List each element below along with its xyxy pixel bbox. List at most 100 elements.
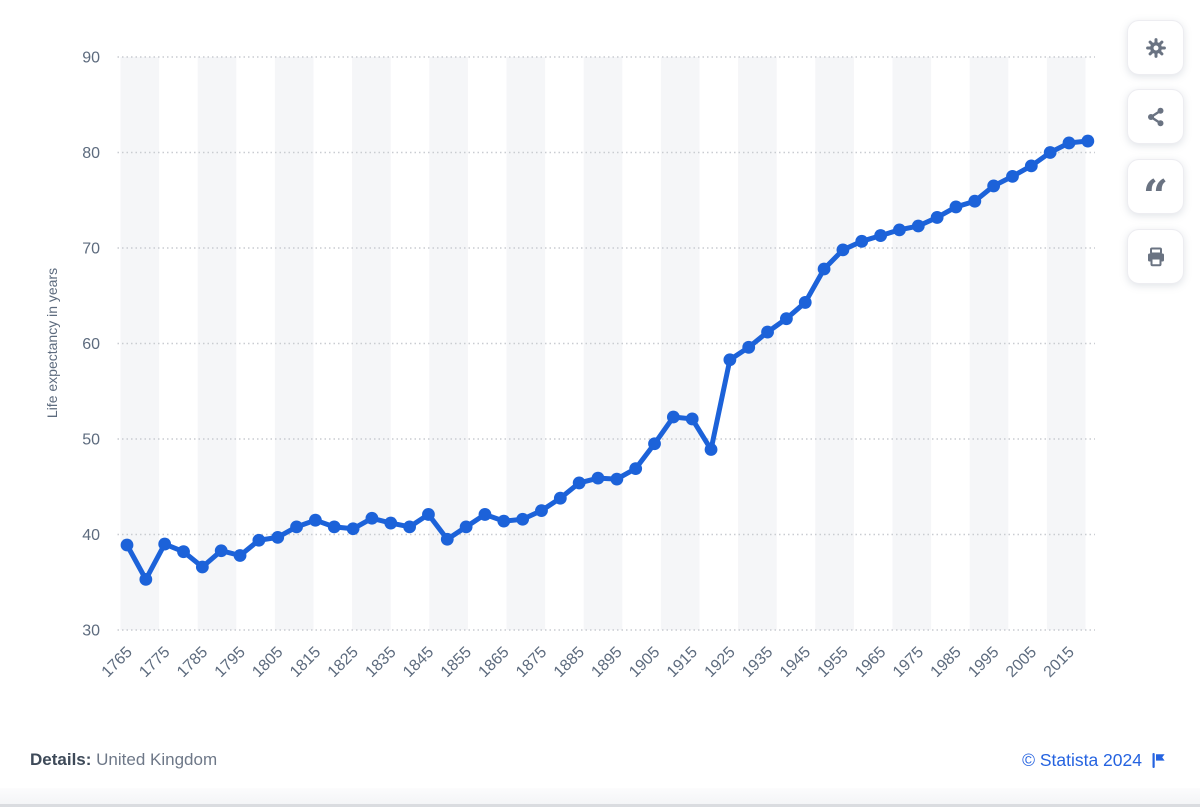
- y-tick-label: 90: [82, 50, 100, 67]
- data-point[interactable]: [949, 200, 963, 214]
- data-point[interactable]: [384, 516, 398, 530]
- data-point[interactable]: [195, 560, 209, 574]
- data-point[interactable]: [290, 520, 303, 534]
- x-tick-label: 1875: [513, 644, 550, 681]
- data-point[interactable]: [987, 179, 1001, 193]
- x-tick-label: 2005: [1003, 644, 1040, 681]
- x-tick-label: 2015: [1041, 644, 1078, 681]
- x-tick-label: 1865: [475, 644, 512, 681]
- data-point[interactable]: [271, 530, 285, 544]
- x-tick-label: 1885: [551, 644, 588, 681]
- data-point[interactable]: [591, 471, 605, 485]
- data-point[interactable]: [365, 511, 379, 525]
- data-point[interactable]: [214, 544, 228, 558]
- y-tick-label: 60: [82, 336, 100, 353]
- data-point[interactable]: [836, 243, 850, 257]
- data-point[interactable]: [629, 462, 643, 476]
- data-point[interactable]: [1062, 136, 1076, 150]
- plot-band: [815, 57, 854, 630]
- data-point[interactable]: [459, 520, 473, 534]
- x-tick-label: 1895: [588, 644, 625, 681]
- print-button[interactable]: [1127, 229, 1184, 284]
- data-point[interactable]: [704, 443, 718, 456]
- data-point[interactable]: [1081, 134, 1095, 148]
- data-point[interactable]: [327, 520, 341, 534]
- x-tick-label: 1995: [965, 644, 1002, 681]
- data-point[interactable]: [610, 472, 624, 486]
- data-point[interactable]: [893, 223, 906, 237]
- data-point[interactable]: [817, 262, 831, 276]
- settings-button[interactable]: [1127, 20, 1184, 75]
- details-row: Details: United Kingdom: [30, 750, 217, 770]
- x-tick-label: 1955: [815, 644, 852, 681]
- data-point[interactable]: [177, 545, 190, 559]
- plot-band: [892, 57, 932, 630]
- share-button[interactable]: [1127, 89, 1184, 144]
- x-tick-label: 1855: [438, 644, 475, 681]
- data-point[interactable]: [761, 325, 774, 339]
- data-point[interactable]: [930, 211, 944, 224]
- x-tick-label: 1845: [400, 644, 437, 681]
- details-value: United Kingdom: [96, 750, 218, 769]
- plot-band: [506, 57, 546, 630]
- data-point[interactable]: [1006, 169, 1019, 183]
- data-point[interactable]: [553, 491, 567, 505]
- data-point[interactable]: [120, 538, 134, 552]
- gear-icon: [1145, 37, 1166, 58]
- plot-band: [352, 57, 391, 630]
- data-point[interactable]: [723, 353, 737, 367]
- data-point[interactable]: [685, 412, 699, 426]
- data-point[interactable]: [798, 296, 812, 309]
- data-point[interactable]: [572, 476, 586, 490]
- data-point[interactable]: [874, 229, 887, 242]
- series-line: [124, 138, 1091, 582]
- x-tick-label: 1825: [325, 644, 362, 681]
- x-tick-label: 1835: [362, 644, 399, 681]
- data-point[interactable]: [780, 312, 793, 326]
- x-tick-label: 1805: [249, 644, 286, 681]
- details-label: Details:: [30, 750, 92, 769]
- cite-button[interactable]: “: [1127, 159, 1184, 218]
- data-point[interactable]: [648, 437, 661, 451]
- data-point[interactable]: [422, 508, 435, 521]
- y-tick-label: 40: [82, 527, 100, 544]
- data-point[interactable]: [440, 532, 454, 546]
- y-tick-label: 30: [82, 623, 100, 640]
- x-tick-label: 1785: [174, 644, 211, 681]
- x-tick-label: 1765: [99, 644, 136, 681]
- x-tick-label: 1815: [287, 644, 324, 681]
- data-point[interactable]: [403, 520, 416, 534]
- data-point[interactable]: [516, 512, 530, 526]
- bottom-scroll-strip: [0, 788, 1200, 807]
- data-point[interactable]: [309, 513, 322, 527]
- data-point[interactable]: [666, 410, 680, 424]
- data-point[interactable]: [968, 194, 982, 208]
- plot-band: [969, 57, 1009, 630]
- data-point[interactable]: [497, 514, 511, 528]
- x-tick-label: 1945: [777, 644, 814, 681]
- data-point[interactable]: [478, 508, 492, 521]
- data-point[interactable]: [1043, 146, 1057, 159]
- data-point[interactable]: [346, 522, 360, 536]
- data-point[interactable]: [742, 340, 756, 354]
- x-tick-label: 1795: [212, 644, 249, 681]
- x-tick-label: 1965: [852, 644, 889, 681]
- data-point[interactable]: [233, 549, 247, 562]
- data-point[interactable]: [252, 533, 266, 547]
- data-point[interactable]: [855, 234, 869, 248]
- data-point[interactable]: [535, 504, 548, 518]
- data-point[interactable]: [158, 537, 172, 551]
- statista-copyright-link[interactable]: © Statista 2024: [1022, 750, 1142, 770]
- x-tick-label: 1775: [136, 644, 173, 681]
- plot-band: [583, 57, 623, 630]
- x-tick-label: 1925: [702, 644, 739, 681]
- flag-icon[interactable]: [1151, 752, 1166, 769]
- data-point[interactable]: [911, 219, 925, 233]
- data-point[interactable]: [139, 572, 153, 586]
- data-point[interactable]: [1024, 159, 1038, 173]
- x-tick-label: 1985: [928, 644, 965, 681]
- y-tick-label: 80: [82, 145, 100, 162]
- print-icon: [1147, 247, 1164, 266]
- x-tick-label: 1935: [739, 644, 776, 681]
